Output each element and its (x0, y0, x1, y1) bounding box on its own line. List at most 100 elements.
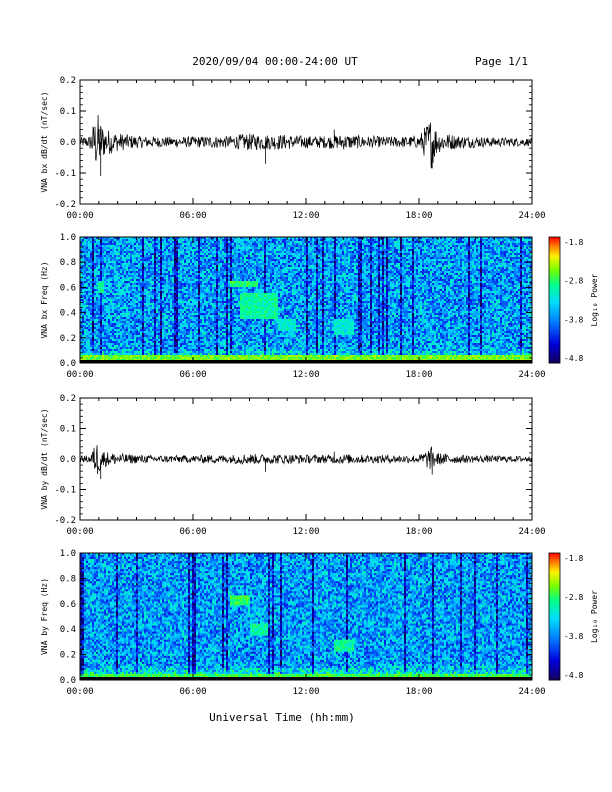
spectrogram-cell (158, 333, 161, 336)
spectrogram-cell (112, 253, 115, 256)
spectrogram-cell (170, 239, 173, 242)
spectrogram-cell (92, 255, 95, 258)
spectrogram-cell (122, 239, 125, 242)
spectrogram-cell (132, 269, 135, 272)
spectrogram-cell (160, 267, 163, 270)
spectrogram-cell (148, 253, 151, 256)
spectrogram-cell (142, 349, 145, 352)
spectrogram-cell (110, 273, 113, 276)
spectrogram-cell (124, 287, 127, 290)
spectrogram-cell (94, 299, 97, 302)
spectrogram-cell (88, 351, 91, 354)
spectrogram-cell (146, 321, 149, 324)
spectrogram-cell (100, 333, 103, 336)
spectrogram-cell (146, 259, 149, 262)
spectrogram-cell (132, 349, 135, 352)
spectrogram-cell (156, 249, 159, 252)
spectrogram-cell (132, 295, 135, 298)
spectrogram-cell (136, 285, 139, 288)
spectrogram-cell (84, 239, 87, 242)
spectrogram-cell (114, 303, 117, 306)
spectrogram-cell (128, 325, 131, 328)
spectrogram-cell (116, 251, 119, 254)
spectrogram-cell (148, 343, 151, 346)
spectrogram-cell (102, 263, 105, 266)
spectrogram-cell (112, 357, 115, 360)
spectrogram-cell (126, 303, 129, 306)
spectrogram-cell (128, 287, 131, 290)
spectrogram-cell (108, 259, 111, 262)
spectrogram-cell (166, 257, 169, 260)
spectrogram-cell (134, 347, 137, 350)
spectrogram-cell (88, 295, 91, 298)
spectrogram-cell (126, 307, 129, 310)
spectrogram-cell (90, 275, 93, 278)
spectrogram-cell (82, 329, 85, 332)
spectrogram-cell (82, 267, 85, 270)
spectrogram-cell (122, 293, 125, 296)
spectrogram-cell (136, 267, 139, 270)
spectrogram-cell (152, 267, 155, 270)
spectrogram-cell (86, 301, 89, 304)
spectrogram-cell (138, 263, 141, 266)
spectrogram-cell (120, 347, 123, 350)
spectrogram-cell (154, 323, 157, 326)
spectrogram-cell (170, 317, 173, 320)
spectrogram-cell (138, 333, 141, 336)
spectrogram-cell (96, 289, 99, 292)
spectrogram-cell (172, 325, 175, 328)
spectrogram-cell (156, 283, 159, 286)
spectrogram-cell (118, 269, 121, 272)
spectrogram-cell (128, 291, 131, 294)
spectrogram-cell (154, 321, 157, 324)
spectrogram-cell (118, 313, 121, 316)
spectrogram-cell (90, 237, 93, 240)
spectrogram-cell (120, 321, 123, 324)
spectrogram-cell (138, 273, 141, 276)
spectrogram-cell (162, 337, 165, 340)
spectrogram-cell (118, 251, 121, 254)
spectrogram-cell (110, 283, 113, 286)
spectrogram-cell (152, 353, 155, 356)
spectrogram-cell (154, 275, 157, 278)
spectrogram-cell (144, 353, 147, 356)
spectrogram-cell (114, 253, 117, 256)
spectrogram-cell (102, 317, 105, 320)
spectrogram-cell (94, 267, 97, 270)
spectrogram-cell (80, 355, 83, 358)
spectrogram-cell (122, 281, 125, 284)
spectrogram-cell (168, 267, 171, 270)
spectrogram-cell (154, 327, 157, 330)
spectrogram-cell (136, 319, 139, 322)
spectrogram-cell (110, 263, 113, 266)
spectrogram-cell (156, 243, 159, 246)
spectrogram-cell (86, 343, 89, 346)
spectrogram-cell (158, 273, 161, 276)
spectrogram-cell (162, 243, 165, 246)
spectrogram-cell (132, 301, 135, 304)
spectrogram-cell (108, 317, 111, 320)
spectrogram-cell (116, 255, 119, 258)
spectrogram-cell (128, 251, 131, 254)
spectrogram-cell (120, 247, 123, 250)
spectrogram-cell (124, 289, 127, 292)
spectrogram-cell (116, 263, 119, 266)
spectrogram-cell (158, 323, 161, 326)
spectrogram-cell (158, 341, 161, 344)
spectrogram-cell (128, 245, 131, 248)
spectrogram-cell (136, 335, 139, 338)
spectrogram-cell (86, 307, 89, 310)
spectrogram-cell (142, 305, 145, 308)
spectrogram-cell (96, 241, 99, 244)
spectrogram-cell (108, 293, 111, 296)
spectrogram-cell (158, 239, 161, 242)
spectrogram-cell (154, 277, 157, 280)
spectrogram-cell (92, 347, 95, 350)
spectrogram-cell (122, 291, 125, 294)
spectrogram-cell (158, 241, 161, 244)
spectrogram-cell (122, 323, 125, 326)
spectrogram-cell (82, 281, 85, 284)
spectrogram-cell (94, 305, 97, 308)
spectrogram-cell (148, 353, 151, 356)
spectrogram-cell (138, 301, 141, 304)
